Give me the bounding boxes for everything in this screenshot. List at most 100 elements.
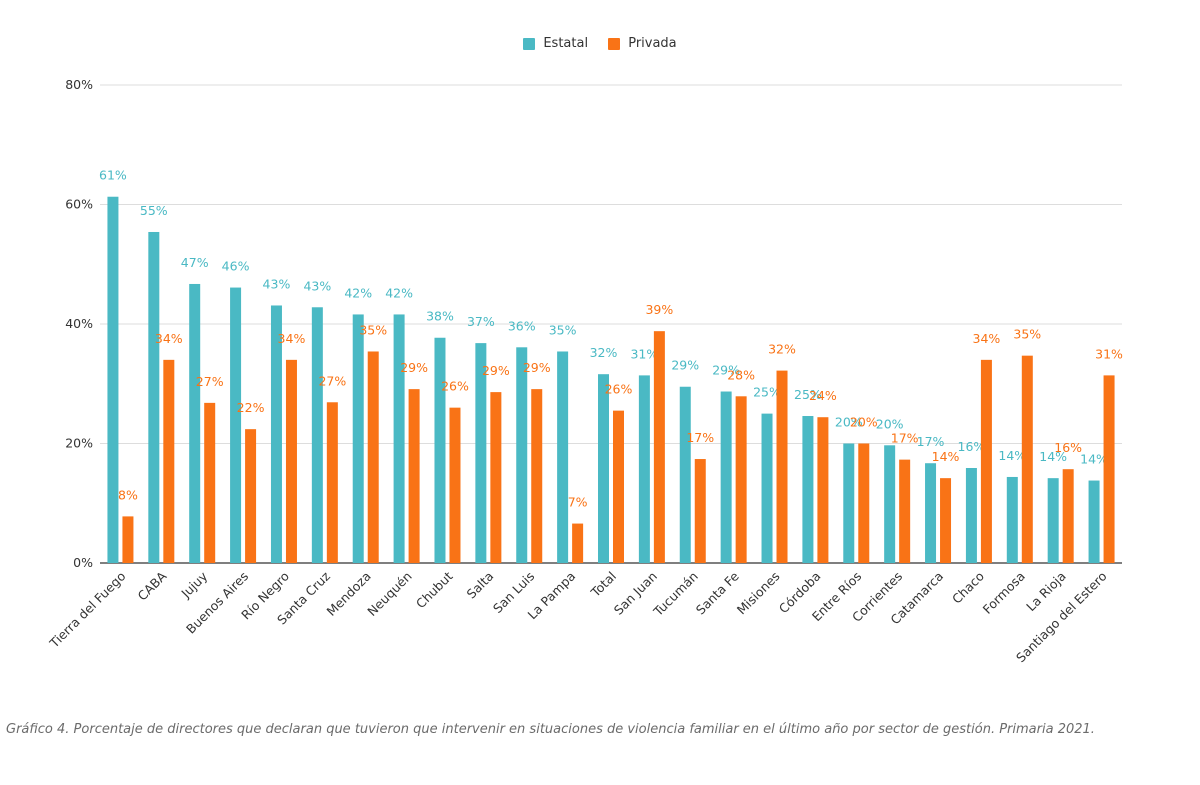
bar-privada xyxy=(1103,375,1115,563)
data-label-privada: 17% xyxy=(891,431,919,446)
bar-estatal xyxy=(884,445,896,563)
data-label-privada: 24% xyxy=(809,388,837,403)
data-label-privada: 20% xyxy=(850,415,878,430)
data-label-privada: 35% xyxy=(1013,327,1041,342)
bar-privada xyxy=(490,392,502,563)
data-label-privada: 8% xyxy=(118,487,138,502)
x-tick-label: Jujuy xyxy=(178,568,211,601)
data-label-estatal: 35% xyxy=(549,322,577,337)
bar-privada xyxy=(940,478,952,563)
bar-chart: Estatal Privada 0% 20% 40% 60% 80% 61% 8% Tierr… xyxy=(0,36,1200,665)
data-label-estatal: 20% xyxy=(835,415,863,430)
bar-estatal xyxy=(148,231,160,564)
data-label-privada: 31% xyxy=(1095,346,1123,361)
bar-privada xyxy=(531,389,543,563)
bar-estatal xyxy=(843,443,855,563)
bar-estatal xyxy=(434,337,446,563)
bar-privada xyxy=(694,459,706,563)
y-tick-label: 40% xyxy=(65,316,93,331)
x-tick-label: Neuquén xyxy=(364,569,415,620)
data-label-estatal: 38% xyxy=(426,309,454,324)
data-label-privada: 7% xyxy=(568,495,588,510)
bar-privada xyxy=(613,410,624,563)
data-label-estatal: 37% xyxy=(467,314,495,329)
data-label-estatal: 46% xyxy=(222,259,250,274)
chart-legend: Estatal Privada xyxy=(0,36,1200,54)
legend-label-privada: Privada xyxy=(628,36,677,51)
bar-estatal xyxy=(475,343,487,563)
data-label-privada: 34% xyxy=(278,331,306,346)
bar-estatal xyxy=(638,375,650,563)
bar-estatal xyxy=(516,347,528,563)
data-label-privada: 29% xyxy=(400,360,428,375)
y-tick-label: 80% xyxy=(65,77,93,92)
bar-privada xyxy=(163,359,175,563)
bar-privada xyxy=(653,331,665,563)
data-label-privada: 26% xyxy=(441,379,469,394)
data-label-estatal: 16% xyxy=(958,439,986,454)
bar-estatal xyxy=(230,287,242,563)
data-label-estatal: 43% xyxy=(263,276,291,291)
data-label-estatal: 42% xyxy=(385,285,413,300)
bar-estatal xyxy=(1006,476,1018,563)
data-label-privada: 34% xyxy=(973,331,1001,346)
bar-privada xyxy=(1062,469,1074,563)
bar-privada xyxy=(408,389,420,563)
bar-privada xyxy=(899,459,911,563)
data-label-privada: 27% xyxy=(318,373,346,388)
data-label-privada: 32% xyxy=(768,342,796,357)
data-label-privada: 39% xyxy=(645,302,673,317)
bar-estatal xyxy=(598,374,609,563)
bar-estatal xyxy=(311,307,323,563)
x-tick-label: Tierra del Fuego xyxy=(46,569,129,652)
data-label-privada: 35% xyxy=(359,322,387,337)
x-tick-label: Misiones xyxy=(734,569,783,618)
bar-estatal xyxy=(393,314,405,563)
bar-privada xyxy=(572,523,584,563)
data-label-estatal: 31% xyxy=(630,346,658,361)
bar-privada xyxy=(122,516,134,563)
legend-swatch-estatal xyxy=(523,37,536,50)
x-tick-label: Total xyxy=(587,569,619,601)
data-label-privada: 17% xyxy=(686,430,714,445)
bar-estatal xyxy=(189,283,201,563)
data-label-estatal: 55% xyxy=(140,203,168,218)
data-label-estatal: 29% xyxy=(671,358,699,373)
bar-estatal xyxy=(1047,478,1059,563)
data-label-estatal: 14% xyxy=(998,448,1026,463)
bar-privada xyxy=(245,429,257,563)
data-label-estatal: 29% xyxy=(712,363,740,378)
bar-privada xyxy=(817,417,829,563)
bar-privada xyxy=(735,396,747,563)
data-label-estatal: 47% xyxy=(181,255,209,270)
x-tick-label: Chaco xyxy=(949,569,987,607)
bar-estatal xyxy=(802,416,814,563)
data-label-estatal: 61% xyxy=(99,168,127,183)
bar-estatal xyxy=(270,305,282,563)
bar-estatal xyxy=(107,196,119,564)
legend-item-privada[interactable]: Privada xyxy=(608,36,677,51)
data-label-estatal: 32% xyxy=(590,345,618,360)
data-label-estatal: 14% xyxy=(1080,452,1108,467)
bar-privada xyxy=(204,402,216,563)
data-label-estatal: 25% xyxy=(753,385,781,400)
data-label-privada: 16% xyxy=(1054,440,1082,455)
legend-swatch-privada xyxy=(608,37,621,50)
chart-plot: 0% 20% 40% 60% 80% 61% 8% Tierra del Fuego 55% 34… xyxy=(46,77,1123,665)
data-label-estatal: 14% xyxy=(1039,449,1067,464)
bar-estatal xyxy=(925,463,937,563)
data-label-privada: 29% xyxy=(523,360,551,375)
bar-privada xyxy=(449,407,461,563)
bar-privada xyxy=(326,402,338,563)
y-tick-label: 0% xyxy=(73,555,93,570)
bar-estatal xyxy=(1088,480,1100,563)
legend-item-estatal[interactable]: Estatal xyxy=(523,36,588,51)
data-label-estatal: 42% xyxy=(344,285,372,300)
data-label-privada: 34% xyxy=(155,331,183,346)
legend-label-estatal: Estatal xyxy=(543,36,589,51)
y-tick-label: 20% xyxy=(65,436,93,451)
data-label-privada: 14% xyxy=(932,449,960,464)
bar-estatal xyxy=(557,351,569,563)
bar-estatal xyxy=(352,314,364,563)
bar-estatal xyxy=(761,413,773,563)
